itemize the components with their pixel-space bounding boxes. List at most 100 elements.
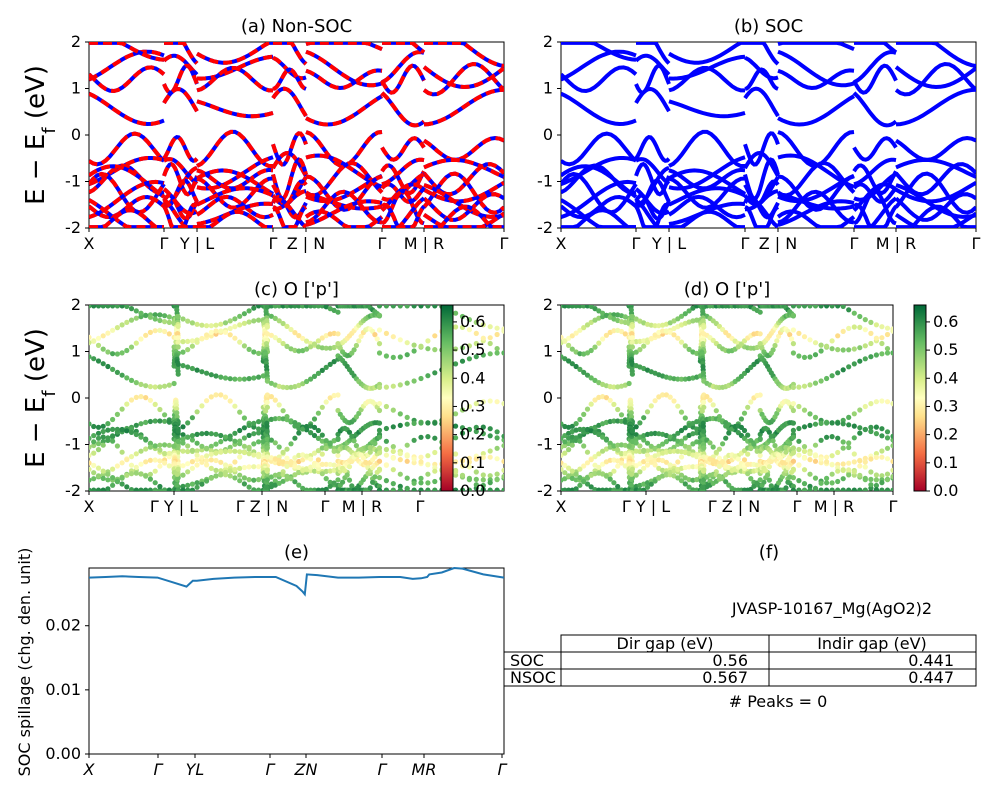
band-line-dashed — [380, 136, 426, 162]
band-point — [480, 477, 486, 483]
band-point — [110, 366, 116, 372]
band-point — [110, 433, 116, 439]
x-tick-label: X — [556, 497, 567, 516]
band-point — [335, 331, 341, 337]
band-point — [353, 443, 359, 449]
band-point — [119, 475, 125, 481]
band-line-dashed — [273, 189, 307, 212]
band-point — [276, 305, 282, 309]
band-point — [790, 483, 797, 489]
band-point — [663, 439, 670, 445]
band-point — [453, 411, 459, 417]
band-point — [404, 442, 410, 448]
band-point — [584, 460, 591, 466]
band-point — [256, 430, 262, 436]
band-point — [801, 467, 808, 473]
band-point — [327, 395, 333, 401]
band-point — [487, 351, 493, 357]
band-point — [264, 399, 270, 405]
band-point — [678, 409, 685, 415]
band-point — [473, 469, 479, 475]
band-point — [807, 422, 813, 428]
band-point — [237, 376, 243, 382]
band-point — [873, 477, 880, 483]
band-point — [432, 449, 438, 456]
band-point — [268, 305, 274, 309]
band-point — [487, 448, 493, 454]
band-point — [473, 401, 479, 407]
band-point — [701, 467, 707, 473]
band-point — [246, 376, 252, 382]
band-point — [218, 459, 224, 465]
band-line — [743, 86, 780, 118]
band-point — [268, 394, 274, 400]
band-point — [331, 480, 337, 486]
table-row-soc-label: SOC — [510, 651, 544, 670]
band-point — [783, 449, 789, 455]
band-point — [818, 348, 824, 354]
band-point — [663, 459, 670, 465]
band-point — [331, 330, 337, 336]
band-point — [185, 347, 191, 353]
band-point — [741, 410, 748, 416]
band-point — [772, 443, 778, 449]
band-point — [480, 487, 486, 491]
band-point — [720, 441, 726, 447]
band-point — [251, 452, 257, 458]
band-point — [622, 319, 628, 325]
band-point — [801, 448, 808, 454]
band-point — [376, 487, 383, 491]
ylabel-spillage: SOC spillage (chg. den. unit) — [15, 548, 34, 777]
band-point — [873, 431, 880, 437]
band-point — [494, 346, 500, 352]
band-point — [581, 325, 587, 331]
band-point — [840, 461, 846, 467]
band-point — [812, 453, 819, 459]
band-point — [208, 323, 214, 329]
band-point — [757, 341, 763, 347]
band-point — [89, 435, 92, 441]
band-point — [296, 458, 302, 465]
band-point — [857, 472, 863, 478]
band-point — [615, 406, 621, 413]
band-point — [89, 477, 92, 483]
band-point — [562, 439, 568, 445]
band-point — [308, 456, 314, 462]
band-line — [894, 211, 976, 228]
band-point — [626, 380, 632, 387]
band-point — [713, 449, 719, 455]
band-point — [723, 435, 729, 441]
band-point — [480, 322, 486, 328]
x-tick-label: Γ Y | L — [150, 497, 198, 516]
x-tick-label: Γ — [378, 234, 387, 253]
band-point — [344, 472, 350, 478]
band-point — [418, 375, 424, 382]
band-point — [349, 458, 355, 464]
band-point — [584, 449, 591, 455]
band-point — [128, 377, 135, 383]
band-point — [327, 345, 333, 351]
band-line-dashed — [382, 196, 426, 228]
band-line — [776, 209, 856, 228]
band-point — [180, 316, 186, 322]
band-point — [311, 432, 318, 439]
band-point — [280, 408, 286, 414]
x-tick-label: M | R — [342, 497, 382, 516]
band-point — [304, 346, 310, 352]
band-point — [133, 315, 139, 321]
band-point — [592, 429, 598, 435]
y-tick-label: 2 — [543, 32, 553, 51]
band-point — [390, 424, 396, 430]
band-point — [300, 426, 306, 432]
band-point — [319, 438, 325, 444]
band-point — [162, 319, 168, 325]
band-line-dashed — [422, 211, 504, 228]
band-point — [561, 334, 564, 340]
band-point — [367, 449, 373, 455]
band-point — [453, 346, 459, 352]
band-point — [835, 305, 841, 309]
band-point — [857, 407, 863, 413]
